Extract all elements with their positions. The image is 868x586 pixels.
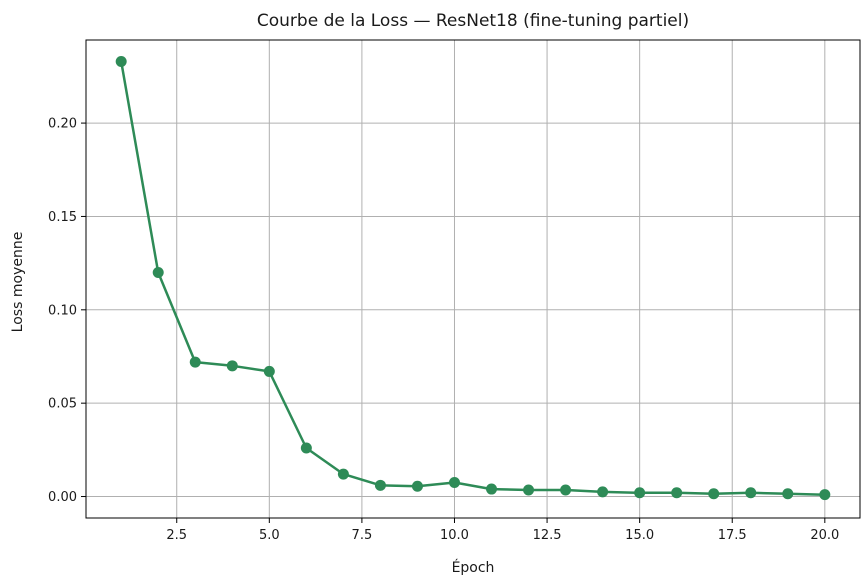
y-tick-label: 0.00 [48, 490, 77, 505]
y-tick-label: 0.20 [48, 117, 77, 132]
series-layer [115, 55, 831, 501]
x-axis-ticks: 2.5 5.0 7.5 10.0 12.5 15.0 17.5 20.0 [166, 518, 839, 543]
x-tick-label: 5.0 [259, 528, 280, 543]
data-point [745, 487, 757, 499]
data-point [226, 360, 238, 372]
y-axis-ticks: 0.00 0.05 0.10 0.15 0.20 [48, 117, 86, 505]
data-point [374, 479, 386, 491]
data-point [189, 356, 201, 368]
data-point [263, 365, 275, 377]
x-axis-label: Époch [452, 559, 495, 576]
data-point [115, 55, 127, 67]
x-tick-label: 10.0 [440, 528, 469, 543]
data-point [486, 483, 498, 495]
x-tick-label: 17.5 [718, 528, 747, 543]
data-point [411, 480, 423, 492]
data-point [597, 486, 609, 498]
loss-line [119, 61, 825, 496]
data-point [708, 488, 720, 500]
x-tick-label: 7.5 [352, 528, 373, 543]
y-axis-label: Loss moyenne [10, 232, 26, 333]
data-point [523, 484, 535, 496]
data-point [337, 468, 349, 480]
data-point [671, 487, 683, 499]
data-point [782, 488, 794, 500]
chart-title: Courbe de la Loss — ResNet18 (fine-tunin… [257, 11, 689, 31]
x-tick-label: 20.0 [810, 528, 839, 543]
x-tick-label: 12.5 [533, 528, 562, 543]
plot-frame [85, 39, 861, 519]
data-point [300, 442, 312, 454]
y-tick-label: 0.15 [48, 210, 77, 225]
y-tick-label: 0.05 [48, 397, 77, 412]
x-tick-label: 2.5 [166, 528, 187, 543]
data-point [819, 489, 831, 501]
data-point [560, 484, 572, 496]
y-tick-label: 0.10 [48, 303, 77, 318]
grid [86, 40, 860, 518]
x-tick-label: 15.0 [625, 528, 654, 543]
data-point [152, 266, 164, 278]
data-point [634, 487, 646, 499]
data-point [448, 477, 460, 489]
